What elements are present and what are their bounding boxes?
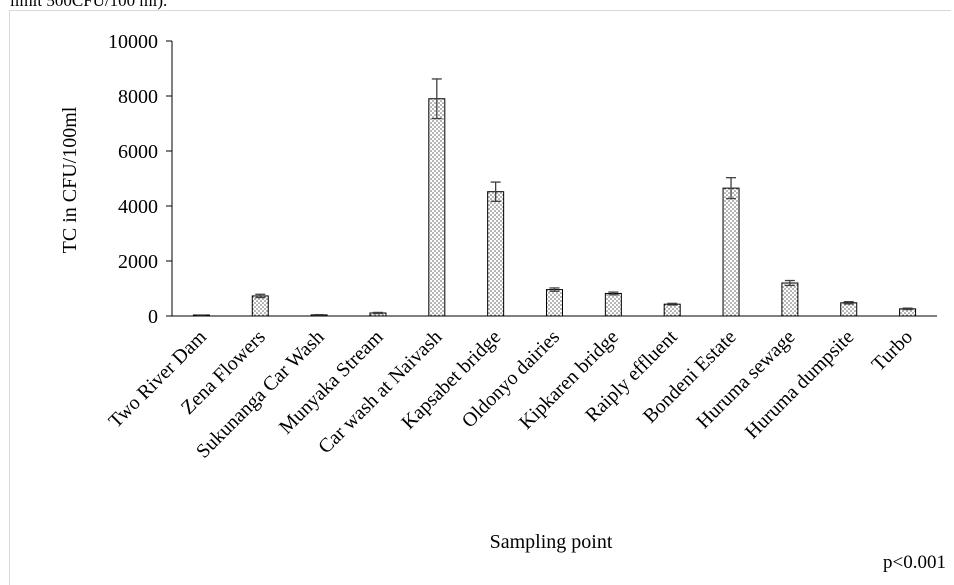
bar <box>547 290 563 316</box>
x-category-label: Huruma dumpsite <box>741 326 858 443</box>
bar <box>723 188 739 316</box>
y-tick-label: 6000 <box>118 141 158 163</box>
bar <box>429 99 445 316</box>
x-category-label: Munyaka Stream <box>275 326 388 439</box>
bar <box>252 296 268 316</box>
bar <box>488 192 504 316</box>
y-tick-label: 4000 <box>118 196 158 218</box>
error-bar <box>373 312 383 313</box>
y-tick-label: 2000 <box>118 251 158 273</box>
x-axis-title: Sampling point <box>490 531 613 553</box>
y-tick-label: 10000 <box>108 31 158 53</box>
p-value-annotation: p<0.001 <box>883 552 946 574</box>
bar <box>605 293 621 316</box>
bar <box>664 304 680 316</box>
error-bar <box>314 315 324 316</box>
y-tick-label: 0 <box>148 306 158 328</box>
bar <box>782 283 798 316</box>
y-axis-title: TC in CFU/100ml <box>59 106 81 253</box>
y-tick-label: 8000 <box>118 86 158 108</box>
x-category-label: Turbo <box>867 326 917 376</box>
x-category-label: Two River Dam <box>104 326 211 433</box>
bar <box>841 303 857 316</box>
